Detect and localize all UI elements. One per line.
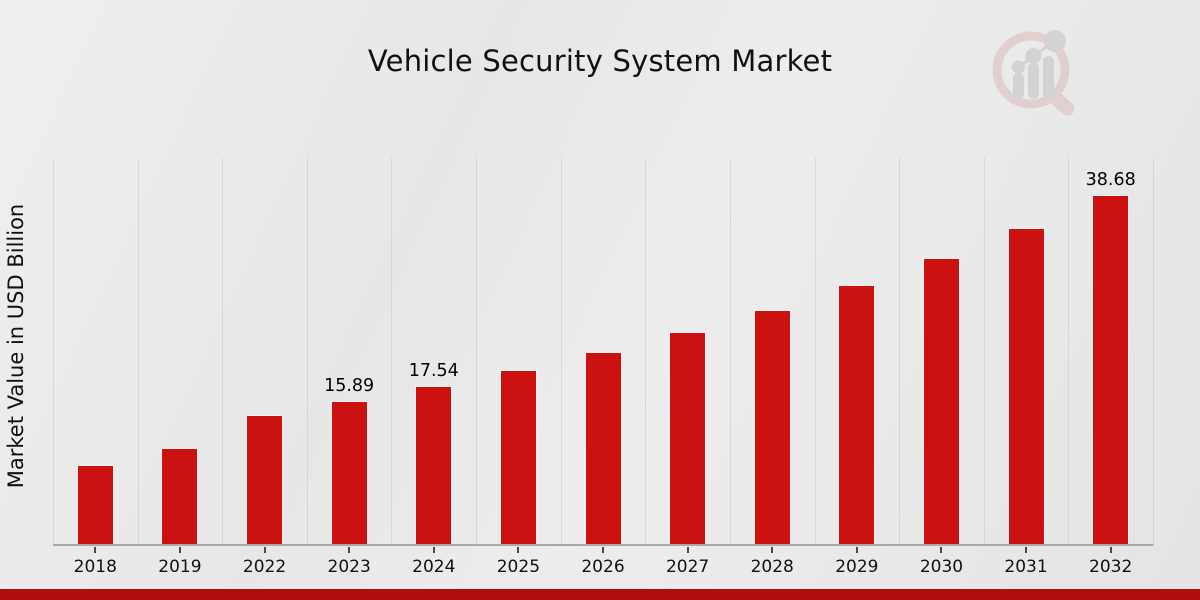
gridline [729,158,731,545]
x-tick-label: 2030 [919,557,964,577]
magnifier-icon [992,31,1075,116]
bar-2030 [922,258,960,545]
x-tick-label: 2019 [158,557,202,577]
x-tick [1109,547,1112,553]
bar-2026 [584,351,622,545]
bar-value-label: 17.54 [408,361,459,382]
x-tick [686,547,689,553]
x-tick-label: 2022 [242,557,287,577]
x-tick-label: 2018 [73,557,117,577]
x-tick-label: 2028 [750,557,794,577]
logo-bar-chart-icon [1012,30,1066,99]
bar-2027 [669,331,707,545]
x-tick-label: 2023 [327,557,371,577]
x-tick-label: 2027 [665,557,710,577]
bar-value-label: 38.68 [1085,170,1136,191]
gridline [1068,158,1070,545]
bar-2025 [499,370,537,545]
gridline [391,158,393,545]
bar-2028 [753,309,791,545]
x-tick [1025,547,1028,553]
bar-2022 [246,414,284,545]
x-tick [771,547,774,553]
gridline [899,158,901,545]
x-tick [855,547,858,553]
mrfr-watermark-logo [992,30,1075,116]
x-tick-label: 2029 [835,557,879,577]
x-tick [517,547,520,553]
bar-2032 [1092,195,1130,545]
plot-area: 15.89 17.54 38.68 2018 2019 2022 2023 2024 2025… [53,158,1154,577]
x-tick-label: 2025 [496,557,541,577]
chart-title: Vehicle Security System Market [367,44,833,78]
gridline [560,158,562,545]
bar-2018 [76,464,114,545]
x-tick-label: 2024 [412,557,456,577]
gridline [306,158,308,545]
x-tick-label: 2032 [1089,557,1133,577]
bar-value-label: 15.89 [324,376,375,397]
bar-2031 [1007,228,1045,545]
bottom-accent-bar [0,589,1200,600]
x-tick [263,547,266,553]
y-axis-title: Market Value in USD Billion [4,203,28,489]
x-tick [432,547,435,553]
x-tick-label: 2031 [1004,557,1048,577]
x-tick-label: 2026 [581,557,625,577]
gridline [53,158,54,545]
bar-2029 [838,285,876,545]
bar-2024 [415,386,453,545]
x-tick [178,547,181,553]
gridline [476,158,478,545]
x-tick [94,547,97,553]
gridline [983,158,985,545]
bar-2019 [161,448,199,545]
x-tick [348,547,351,553]
x-axis-line [53,544,1153,546]
x-tick [940,547,943,553]
gridline [645,158,647,545]
gridline [137,158,139,545]
gridline [814,158,816,545]
gridline [222,158,224,545]
bar-2023 [330,401,368,545]
x-tick [602,547,604,553]
gridline [1153,158,1154,545]
